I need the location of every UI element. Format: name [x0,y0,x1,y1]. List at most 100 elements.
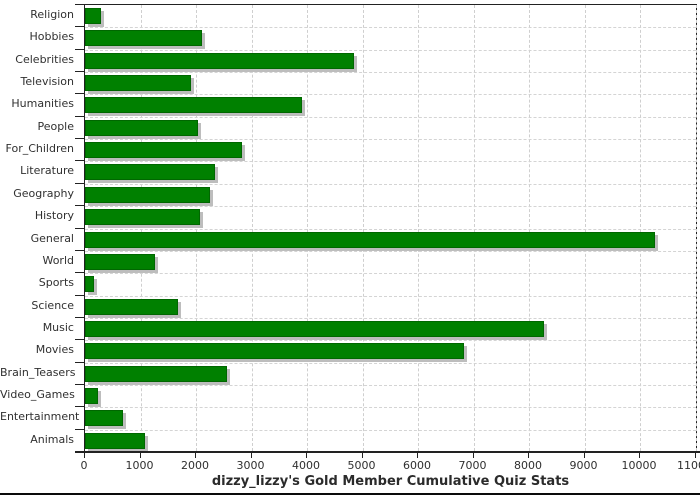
y-axis-tick [75,316,84,318]
x-axis-line [75,451,700,453]
x-tick-label-9000: 9000 [569,459,598,472]
vertical-gridline [196,5,197,451]
bar-television [85,75,191,92]
horizontal-gridline [85,183,696,185]
bar-for-children [85,142,242,159]
vertical-gridline [584,5,586,451]
x-tick-label-4000: 4000 [292,459,320,472]
bar-science [85,298,178,315]
y-label-entertainment: Entertainment [0,410,80,424]
x-axis-tick [528,453,529,458]
y-axis-tick [75,48,84,50]
bar-world [85,253,155,270]
y-axis-tick [75,272,84,274]
x-tick-label-7000: 7000 [458,459,487,472]
horizontal-gridline [85,27,696,29]
y-axis-tick [75,205,84,207]
y-label-world: World [42,253,74,267]
y-axis-tick [75,428,84,430]
bar-humanities [85,97,302,114]
vertical-gridline [695,5,697,451]
y-axis-tick [75,249,84,251]
y-label-for-children: For_Children [5,142,74,156]
bar-sports [85,276,94,293]
x-axis-tick [583,453,585,458]
y-label-humanities: Humanities [11,97,74,111]
horizontal-gridline [85,139,696,141]
x-tick-label-8000: 8000 [514,459,542,472]
bar-geography [85,186,210,203]
bar-hobbies [85,30,202,47]
bar-religion [85,8,101,24]
y-label-celebrities: Celebrities [15,52,74,66]
bar-literature [85,164,215,181]
y-label-people: People [37,119,74,133]
y-label-animals: Animals [30,432,74,446]
y-label-general: General [30,231,74,245]
x-tick-label-0: 0 [80,459,88,472]
horizontal-gridline [85,340,696,342]
vertical-gridline [362,5,364,451]
bar-general [85,231,655,248]
horizontal-gridline [85,407,696,409]
x-axis-tick [361,453,363,458]
y-axis-tick [75,4,84,5]
y-label-brain-teasers: Brain_Teasers [0,365,76,379]
y-axis-tick [75,227,84,229]
horizontal-gridline [85,362,696,364]
x-tick-label-5000: 5000 [347,459,376,472]
x-axis-tick [139,453,141,458]
x-axis-tick [306,453,307,458]
horizontal-gridline [85,94,696,96]
vertical-gridline [473,5,475,451]
bar-music [85,320,544,337]
horizontal-gridline [85,72,696,74]
bar-entertainment [85,410,123,427]
horizontal-gridline [85,250,696,252]
y-label-religion: Religion [30,8,74,21]
y-label-hobbies: Hobbies [29,30,74,44]
y-label-movies: Movies [35,343,74,357]
vertical-gridline [251,5,253,451]
y-axis-tick [75,339,84,341]
y-label-video-games: Video_Games [0,387,75,401]
bar-animals [85,432,145,449]
horizontal-gridline [85,384,696,386]
x-axis-tick [195,453,196,458]
horizontal-gridline [85,429,696,431]
horizontal-gridline [85,161,696,163]
horizontal-gridline [85,317,696,319]
vertical-gridline [640,5,641,451]
vertical-gridline [529,5,530,451]
x-axis-tick [472,453,474,458]
y-axis-tick [75,26,84,28]
x-tick-label-2000: 2000 [181,459,209,472]
x-tick-label-10000: 10000 [621,459,657,472]
y-axis-tick [75,115,84,117]
horizontal-gridline [85,228,696,230]
y-axis-tick [75,93,84,95]
x-tick-label-6000: 6000 [403,459,431,472]
y-axis-tick [75,383,84,385]
y-axis-tick [75,361,84,363]
bar-movies [85,343,464,360]
x-axis-tick [84,453,85,458]
bar-people [85,119,198,136]
horizontal-gridline [85,295,696,297]
y-label-literature: Literature [20,164,74,178]
y-label-history: History [34,209,74,223]
x-tick-label-3000: 3000 [236,459,265,472]
y-label-music: Music [42,320,74,334]
vertical-gridline [418,5,419,451]
y-axis-tick [75,71,84,73]
bar-video-games [85,387,98,404]
y-label-science: Science [31,298,74,312]
vertical-gridline [307,5,308,451]
horizontal-gridline [85,49,696,51]
x-axis-tick [417,453,418,458]
y-axis-tick [75,138,84,140]
horizontal-gridline [85,273,696,275]
plot-area [84,4,697,451]
y-axis-tick [75,182,84,184]
